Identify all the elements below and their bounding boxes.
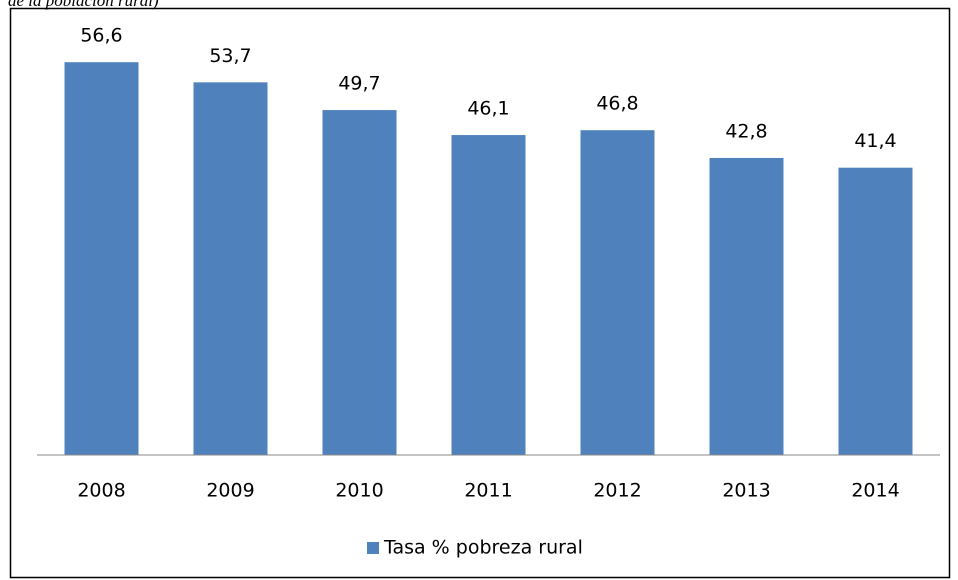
x-tick-label: 2012 [593,480,641,502]
x-tick-label: 2014 [851,480,899,502]
bar [580,130,655,455]
bar [193,82,268,456]
data-label: 46,1 [467,98,509,120]
data-label: 49,7 [338,73,380,95]
x-tick-label: 2010 [335,480,383,502]
x-tick-label: 2011 [464,480,512,502]
bar [709,157,784,455]
data-label: 41,4 [854,130,896,152]
chart-title: de la población rural) [8,0,159,10]
data-label: 42,8 [725,120,767,142]
x-tick-label: 2008 [77,480,125,502]
legend-swatch [367,542,379,554]
data-label: 56,6 [80,25,122,47]
legend-label: Tasa % pobreza rural [383,537,583,559]
x-tick-label: 2009 [206,480,254,502]
x-tick-label: 2013 [722,480,770,502]
data-label: 53,7 [209,45,251,67]
data-label: 46,8 [596,93,638,115]
bar [838,167,913,455]
bar [322,110,397,455]
bar [451,135,526,456]
bar [64,62,139,456]
